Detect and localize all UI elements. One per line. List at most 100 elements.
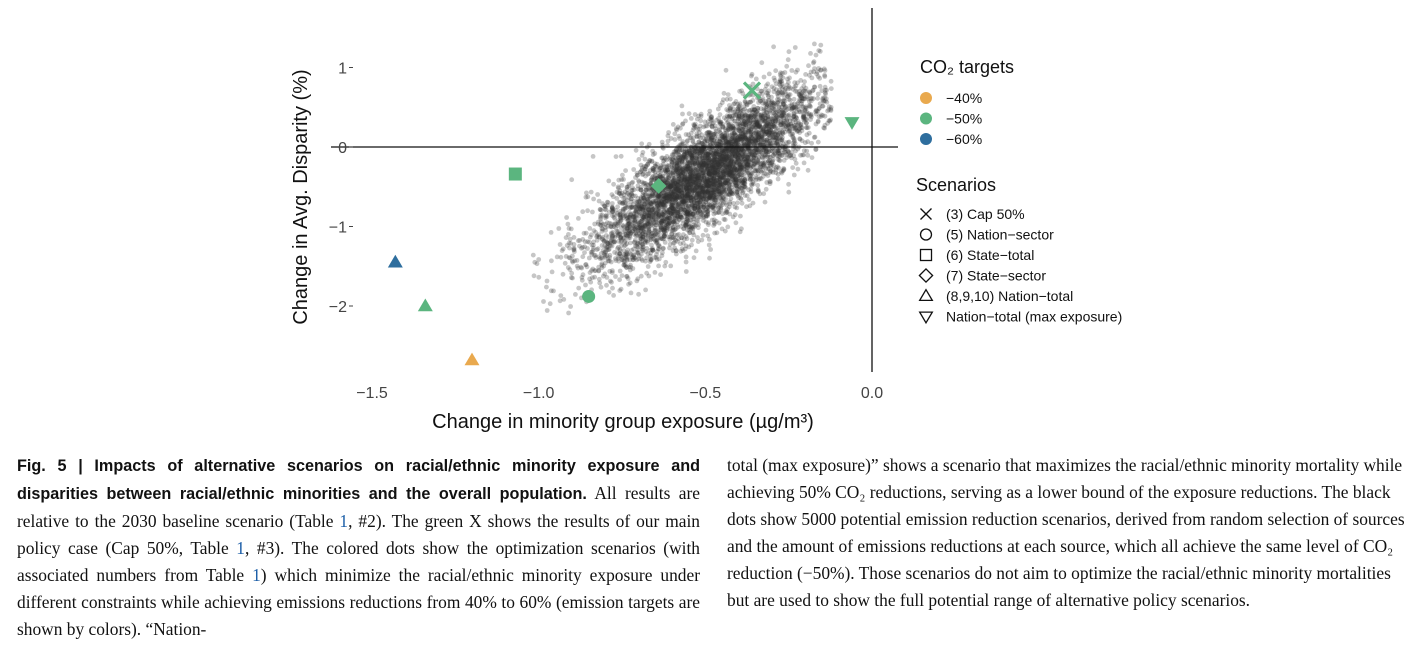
table-reference-link[interactable]: 1	[252, 565, 261, 585]
cloud-point	[598, 207, 603, 213]
cloud-point	[742, 99, 748, 105]
cloud-point	[748, 189, 754, 195]
cloud-point	[698, 195, 704, 200]
cloud-point	[762, 101, 768, 107]
cloud-point	[804, 94, 810, 100]
cloud-point	[790, 165, 796, 171]
cloud-point	[755, 188, 761, 194]
cloud-point	[724, 130, 730, 136]
cloud-point	[738, 148, 744, 153]
cloud-point	[728, 163, 733, 169]
cloud-point	[801, 160, 807, 166]
cloud-point	[813, 147, 819, 152]
cloud-point	[686, 208, 691, 213]
cloud-point	[752, 168, 758, 174]
cloud-point	[769, 105, 775, 111]
cloud-point	[713, 131, 719, 137]
cloud-point	[684, 179, 689, 185]
cloud-point	[681, 172, 687, 178]
cloud-point	[686, 111, 692, 117]
cloud-point	[789, 107, 794, 113]
cloud-point	[626, 235, 631, 241]
caption-right-column: total (max exposure)” shows a scenario t…	[727, 452, 1409, 614]
cloud-point	[705, 178, 710, 184]
cloud-point	[673, 215, 678, 221]
cloud-point	[685, 189, 690, 195]
cloud-point	[691, 142, 697, 148]
cloud-point	[620, 172, 625, 178]
cloud-point	[595, 192, 600, 197]
cloud-point	[773, 68, 779, 74]
cloud-point	[801, 88, 806, 94]
cloud-point	[722, 163, 728, 168]
cloud-point	[652, 270, 658, 275]
cloud-point	[742, 142, 748, 148]
cloud-point	[584, 264, 590, 270]
cloud-point	[638, 187, 644, 193]
cloud-point	[771, 75, 777, 81]
cloud-point	[712, 230, 718, 236]
cloud-point	[688, 175, 694, 181]
cloud-point	[681, 232, 686, 238]
cloud-point	[700, 232, 706, 238]
cloud-point	[556, 226, 562, 231]
cloud-point	[649, 242, 654, 248]
cloud-point	[706, 202, 712, 207]
cloud-point	[557, 242, 563, 247]
cloud-point	[666, 199, 672, 205]
cloud-point	[669, 183, 675, 188]
cloud-point	[655, 243, 661, 249]
cloud-point	[649, 204, 654, 210]
cloud-point	[759, 60, 765, 66]
cloud-point	[673, 147, 679, 153]
cloud-point	[699, 194, 705, 200]
cloud-point	[661, 224, 666, 230]
cloud-point	[706, 184, 711, 190]
cloud-point	[772, 151, 778, 157]
legend-shape-diamond-icon	[918, 267, 934, 284]
cloud-point	[707, 157, 713, 163]
cloud-point	[672, 221, 677, 227]
cloud-point	[610, 233, 616, 239]
cloud-point	[782, 70, 788, 75]
cloud-point	[747, 120, 753, 126]
cloud-point	[723, 129, 729, 134]
legend-co2-targets: CO₂ targets −40%−50%−60%	[920, 57, 1014, 147]
cloud-point	[757, 113, 762, 118]
cloud-point	[798, 122, 804, 128]
cloud-point	[625, 247, 631, 253]
cloud-point	[662, 232, 667, 238]
cloud-point	[738, 164, 744, 170]
cloud-point	[575, 238, 581, 244]
cloud-point	[740, 91, 746, 96]
cloud-point	[654, 165, 660, 170]
cloud-point	[657, 244, 663, 249]
cloud-point	[642, 166, 647, 172]
cloud-point	[653, 198, 659, 204]
cloud-point	[643, 181, 648, 186]
cloud-point	[730, 214, 736, 220]
cloud-point	[723, 117, 729, 122]
cloud-point	[750, 152, 755, 158]
cloud-point	[806, 130, 812, 136]
cloud-point	[689, 169, 695, 175]
table-reference-link[interactable]: 1	[339, 511, 349, 531]
cloud-point	[754, 150, 760, 156]
cloud-point	[746, 172, 752, 178]
cloud-point	[688, 152, 694, 158]
cloud-point	[670, 203, 676, 208]
cloud-point	[756, 100, 761, 105]
cloud-point	[685, 163, 690, 169]
legend-color-label: −60%	[946, 131, 982, 147]
cloud-point	[727, 164, 733, 170]
cloud-point	[717, 159, 723, 165]
cloud-point	[822, 122, 828, 128]
cloud-point	[718, 170, 723, 176]
cloud-point	[560, 271, 566, 277]
cloud-point	[729, 132, 735, 137]
cloud-point	[795, 100, 801, 106]
cloud-point	[770, 121, 776, 127]
table-reference-link[interactable]: 1	[236, 538, 245, 558]
cloud-point	[709, 190, 715, 196]
cloud-point	[774, 109, 780, 115]
